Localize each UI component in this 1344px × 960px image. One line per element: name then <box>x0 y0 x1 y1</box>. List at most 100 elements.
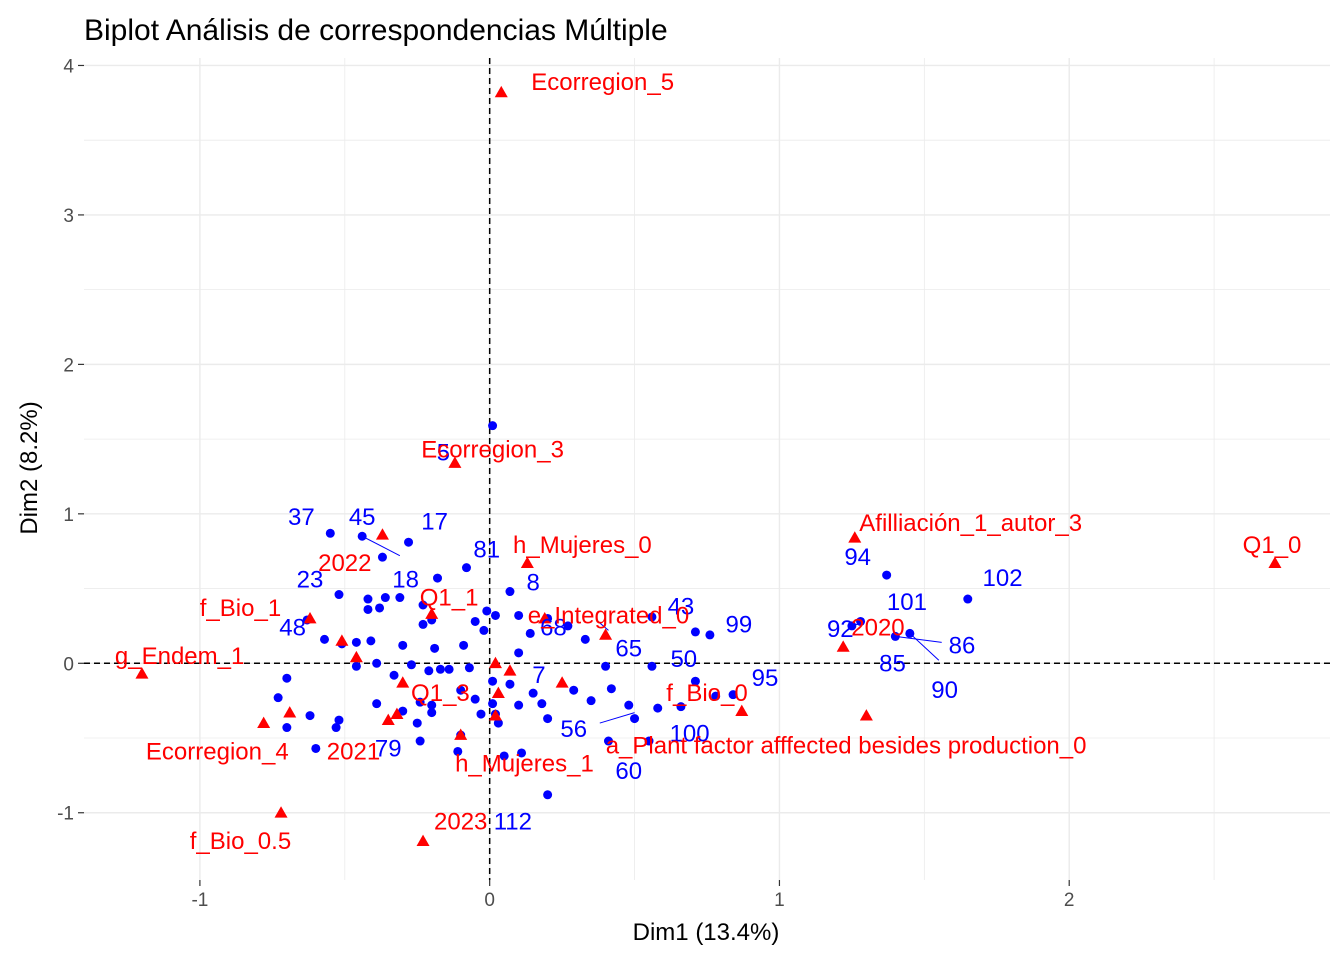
individual-point <box>459 640 469 650</box>
individual-label: 102 <box>983 565 1023 592</box>
individual-point <box>490 610 500 620</box>
variable-label: f_Bio_1 <box>200 595 281 622</box>
individual-point <box>525 628 535 638</box>
variable-point <box>390 707 404 719</box>
individual-point <box>404 537 414 547</box>
individual-point <box>363 604 373 614</box>
variable-label: g_Endem_1 <box>115 643 244 670</box>
individual-point <box>606 684 616 694</box>
individual-point <box>528 688 538 698</box>
variable-point <box>425 607 439 619</box>
x-axis-title: Dim1 (13.4%) <box>633 919 780 946</box>
individual-point <box>389 670 399 680</box>
y-tick-label: 0 <box>63 654 74 675</box>
variable-label: Ecorregion_3 <box>421 437 564 464</box>
individual-point <box>856 616 866 626</box>
variable-labels: Ecorregion_5 Ecorregion_3 Afilliación_1_au… <box>115 69 1302 855</box>
individual-point <box>424 666 434 676</box>
individual-point <box>963 594 973 604</box>
individual-point <box>882 570 892 580</box>
individual-label: 95 <box>752 665 779 692</box>
individual-point <box>375 603 385 613</box>
individual-point <box>470 616 480 626</box>
individual-point <box>273 693 283 703</box>
individual-label: 92 <box>827 616 854 643</box>
y-tick-label: 1 <box>63 505 74 526</box>
variable-point <box>848 531 862 543</box>
individual-label: 99 <box>726 611 753 638</box>
variable-point <box>375 528 389 540</box>
individual-point <box>282 673 292 683</box>
individual-point <box>444 664 454 674</box>
y-axis-ticks: -1 0 1 2 3 4 <box>57 56 84 825</box>
individual-label: 79 <box>375 735 402 762</box>
individual-point <box>488 699 498 709</box>
variable-label: Afilliación_1_autor_3 <box>859 510 1082 537</box>
variable-label: 2023 <box>434 809 487 836</box>
individual-label: 23 <box>297 567 324 594</box>
individual-point <box>427 708 437 718</box>
variable-label: e_Integrated_0 <box>528 602 689 629</box>
individual-label: 5 <box>437 440 450 467</box>
individual-point <box>305 711 315 721</box>
individual-point <box>461 563 471 573</box>
individual-point <box>311 743 321 753</box>
individual-label: 86 <box>949 632 976 659</box>
grid <box>84 58 1330 880</box>
individual-point <box>334 715 344 725</box>
variable-point <box>836 640 850 652</box>
variable-point <box>349 650 363 663</box>
individual-point <box>690 676 700 686</box>
individual-label: 7 <box>532 662 545 689</box>
variable-point <box>283 706 297 718</box>
individual-point <box>476 709 486 719</box>
variable-point <box>335 634 349 646</box>
individual-point <box>415 697 425 707</box>
variable-point <box>303 611 317 624</box>
variable-label: Q1_0 <box>1243 532 1302 559</box>
individual-point <box>351 637 361 647</box>
individual-label: 48 <box>279 614 306 641</box>
label-connector <box>599 622 609 631</box>
individual-point <box>647 612 657 622</box>
individual-label: 17 <box>421 508 448 535</box>
individual-point <box>517 748 527 758</box>
variable-point <box>1268 556 1282 569</box>
individual-point <box>647 661 657 671</box>
variable-label: f_Bio_0 <box>666 680 747 707</box>
individual-point <box>418 619 428 629</box>
variable-point <box>135 667 149 679</box>
individual-point <box>320 634 330 644</box>
individual-label: 94 <box>844 544 871 571</box>
individual-point <box>690 627 700 637</box>
y-tick-label: 4 <box>63 56 74 77</box>
individual-point <box>412 718 422 728</box>
individual-point <box>395 593 405 603</box>
variable-label: Ecorregion_4 <box>146 738 289 765</box>
variable-point <box>396 676 410 688</box>
y-tick-label: -1 <box>57 804 74 825</box>
individual-label: 60 <box>615 758 642 785</box>
individual-point <box>603 736 613 746</box>
variable-point <box>488 656 502 669</box>
individual-point <box>372 699 382 709</box>
individual-point <box>493 718 503 728</box>
y-tick-label: 2 <box>63 355 74 376</box>
individual-label: 43 <box>668 593 695 620</box>
variable-point <box>448 456 462 468</box>
individual-point <box>890 631 900 641</box>
individual-point <box>479 625 489 635</box>
individual-point <box>580 634 590 644</box>
variable-label: Q1_3 <box>411 680 470 707</box>
individual-point <box>630 714 640 724</box>
individual-point <box>456 685 466 695</box>
individual-point <box>453 746 463 756</box>
individual-label: 50 <box>670 646 697 673</box>
chart-title: Biplot Análisis de correspondencias Múlt… <box>84 14 668 47</box>
variable-point <box>735 704 749 716</box>
individual-label: 56 <box>560 716 587 743</box>
individual-point <box>676 702 686 712</box>
individual-point <box>514 700 524 710</box>
individual-point <box>543 714 553 724</box>
